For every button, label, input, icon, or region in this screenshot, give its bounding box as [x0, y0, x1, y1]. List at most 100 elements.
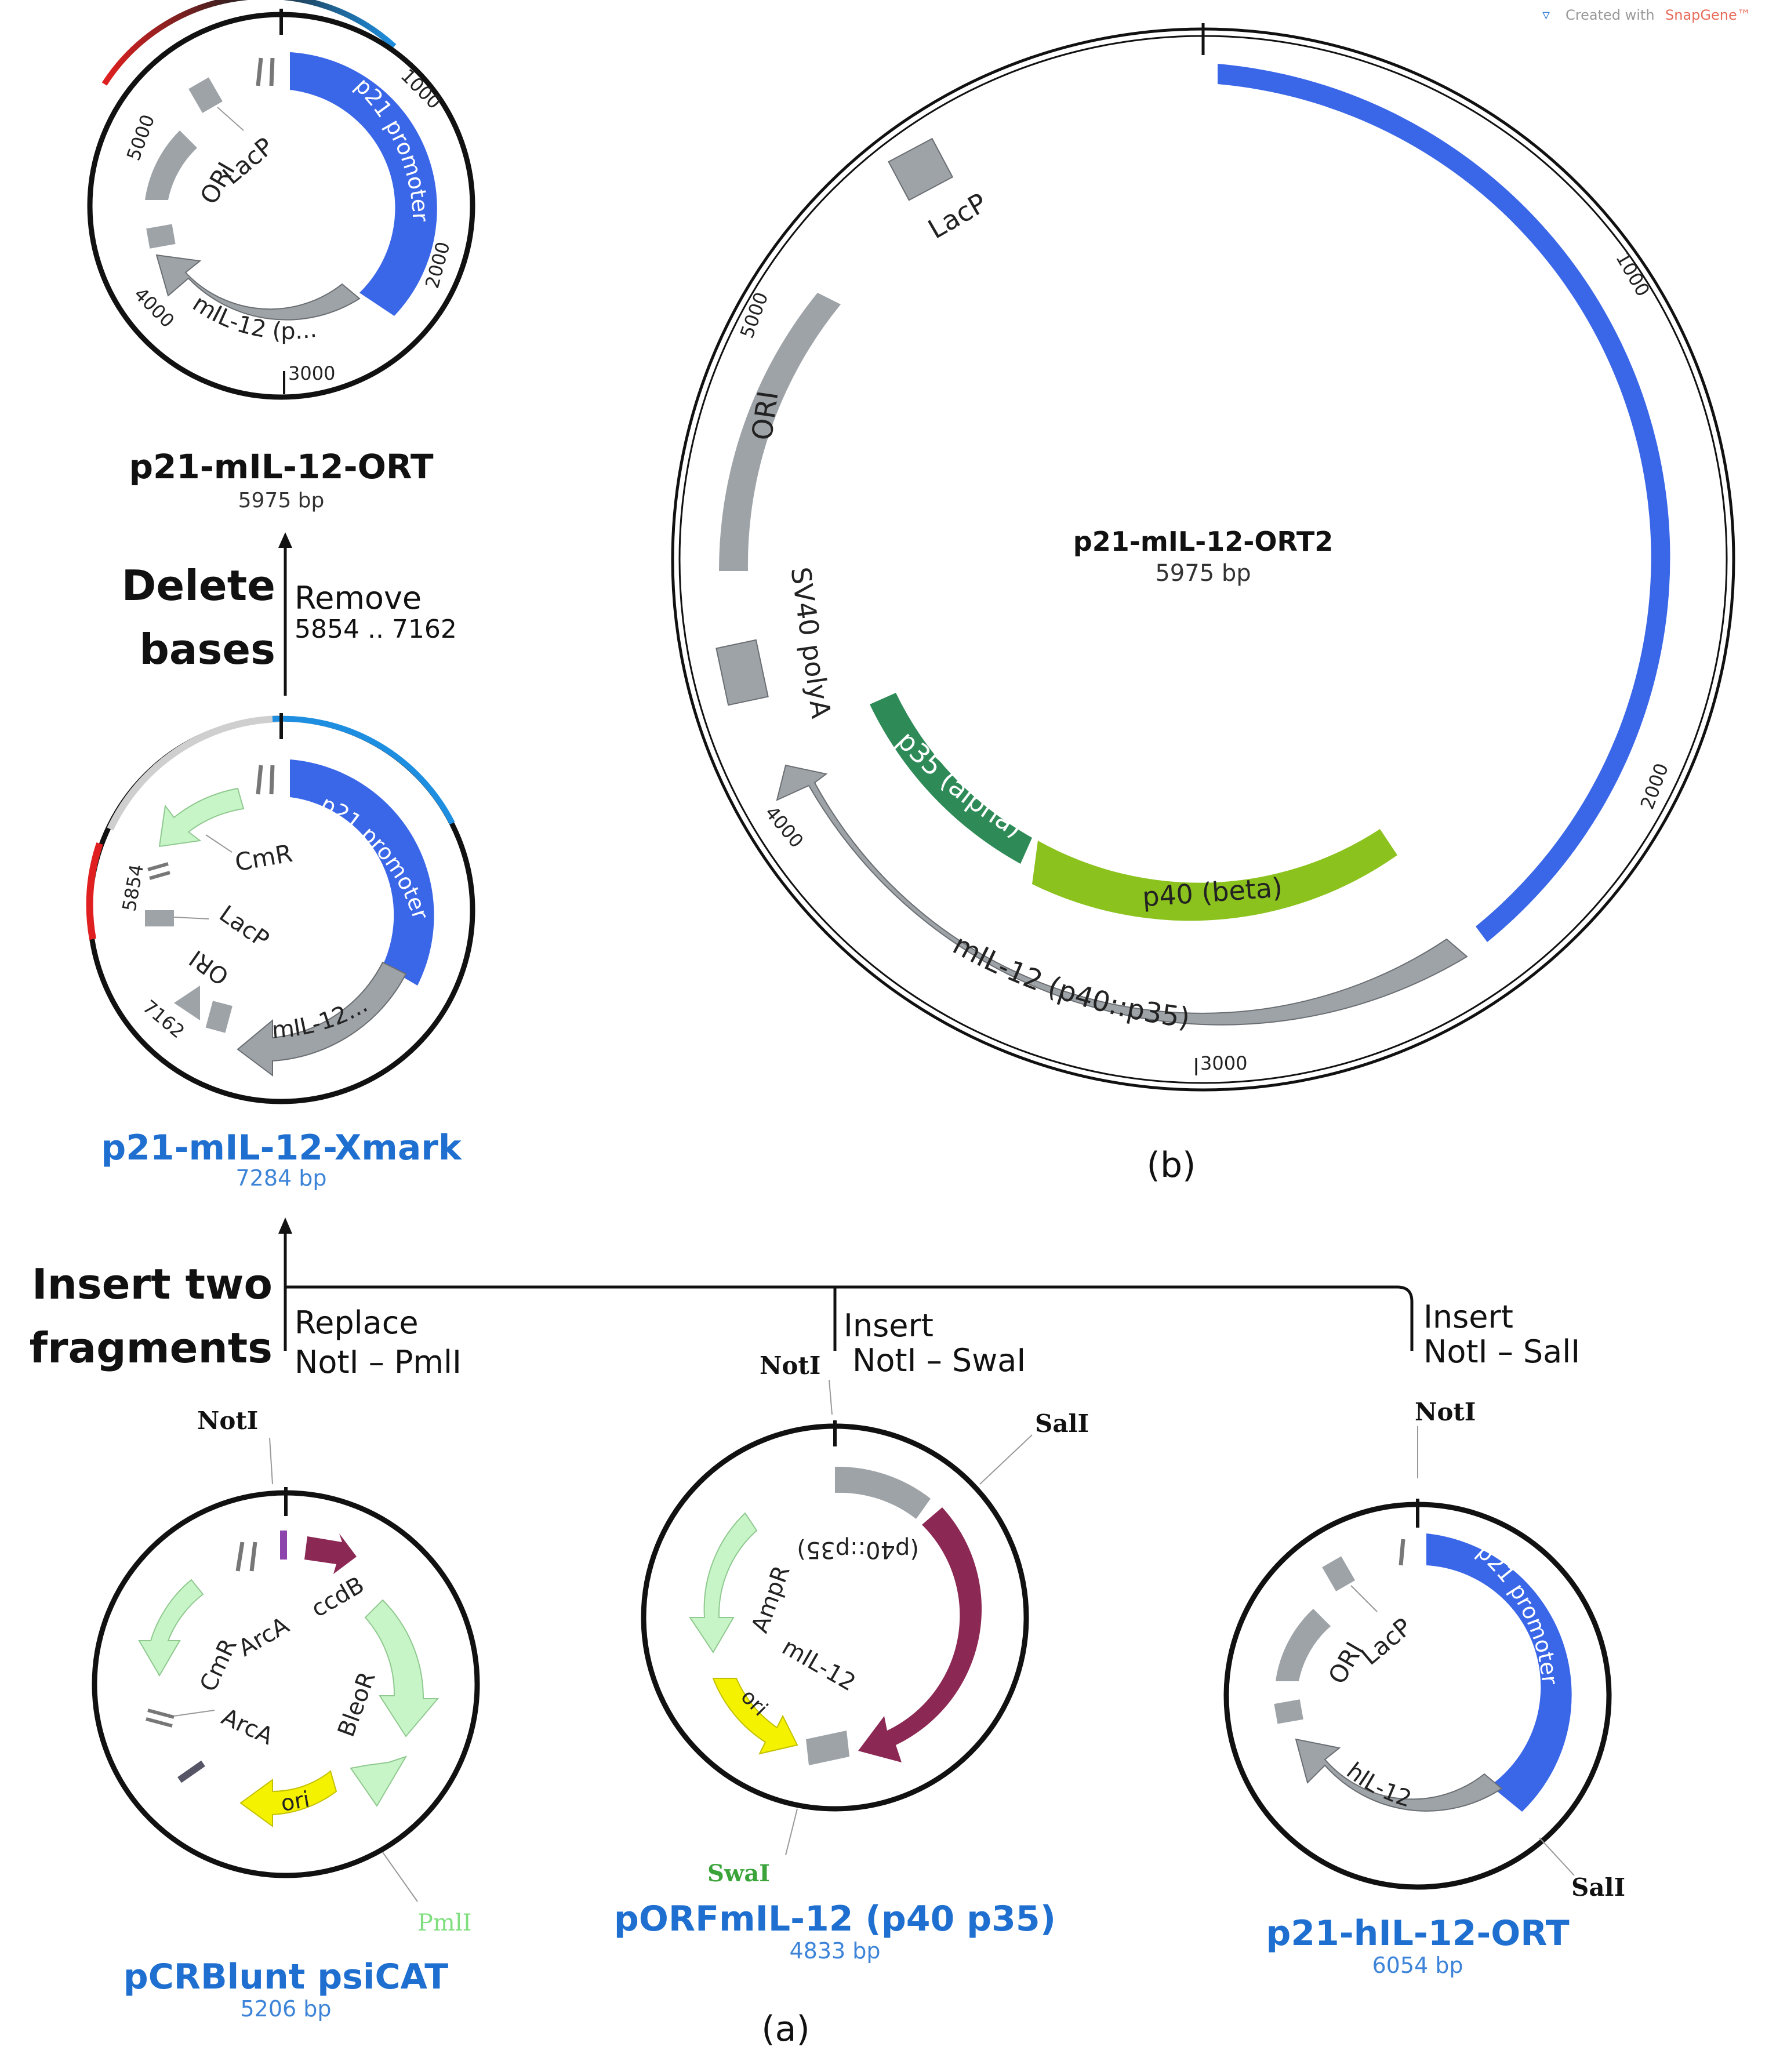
- xmark-cmr-leader: [205, 834, 233, 853]
- tick-1000: 1000: [1611, 248, 1654, 300]
- hil-lacp-label: LacP: [1356, 1612, 1417, 1670]
- panel-b-plasmid-name: p21-mIL-12-ORT2: [1073, 526, 1333, 557]
- delete-step-range: 5854 .. 7162: [295, 615, 457, 644]
- top-map-gradient-arc: [101, 0, 397, 86]
- pcr-mark-1: [235, 1542, 245, 1572]
- hil-ori: [1276, 1609, 1331, 1681]
- pcr-bleor-label: BleoR: [333, 1668, 381, 1740]
- top-map-ori: [145, 130, 197, 200]
- xmark-lacp-leader: [173, 917, 209, 919]
- porf-site-top-leader: [829, 1379, 833, 1415]
- hil-mark-1: [1399, 1539, 1405, 1566]
- delete-step-op: Remove: [295, 580, 422, 616]
- tick-3000: 3000: [1200, 1052, 1247, 1074]
- top-map-mark-1: [256, 57, 263, 86]
- porf-mil12-arrow: [858, 1507, 982, 1762]
- panel-b-plasmid-size: 5975 bp: [1155, 560, 1251, 587]
- backbone-inner-ring: [678, 35, 1728, 1084]
- p21-promoter-feature: [1218, 64, 1670, 942]
- porf-site-right: SalI: [1035, 1409, 1089, 1438]
- top-map-tick-5000: 5000: [122, 111, 159, 163]
- top-map-mark-2: [269, 57, 275, 86]
- branch-2-sites: NotI – SwaI: [852, 1342, 1026, 1379]
- pcr-mark-2: [249, 1542, 257, 1572]
- credit-icon: ▿: [1542, 6, 1550, 24]
- porf-site-bottom-leader: [785, 1808, 798, 1856]
- delete-step-title-1: Delete: [122, 561, 275, 610]
- credit-text: Created with: [1566, 7, 1655, 23]
- pcr-arca2-leader: [173, 1710, 215, 1717]
- xmark-blue-arc: [272, 715, 455, 825]
- hil-lacp-box: [1322, 1556, 1356, 1591]
- porf-ampr-label: AmpR: [747, 1562, 796, 1636]
- hil-site-top: NotI: [1415, 1398, 1476, 1426]
- pcr-size: 5206 bp: [240, 1996, 331, 2022]
- xmark-mil12: [237, 961, 407, 1077]
- hil-site-bottom-leader: [1539, 1837, 1575, 1876]
- xmark-cmr: [158, 787, 245, 848]
- snapgene-credit: ▿ Created with SnapGene™: [1542, 6, 1751, 24]
- pcr-ori-label: ori: [279, 1786, 311, 1816]
- pcr-green-arrow-1: [364, 1599, 440, 1737]
- top-map: p21 promoter LacP ORI mIL-12 (p... 1000 …: [87, 0, 475, 512]
- porf-site-top: NotI: [760, 1351, 820, 1380]
- delete-step-title-2: bases: [139, 625, 275, 674]
- xmark-lacp-label: LacP: [215, 900, 274, 953]
- porf-ampr: [689, 1512, 758, 1653]
- hil-size: 6054 bp: [1372, 1953, 1463, 1978]
- insert-arrow-head: [278, 1217, 292, 1234]
- hil-lacp-leader: [1350, 1585, 1378, 1612]
- pcr-ori: [239, 1770, 337, 1827]
- delete-step-arrow-head: [278, 532, 292, 548]
- pcr-map: NotI ccdB ArcA CmR BleoR ArcA ori PmlI p…: [92, 1406, 480, 2022]
- pcr-mark-4: [146, 1717, 173, 1728]
- p35-alpha-label: p35 (alpha): [891, 725, 1029, 844]
- top-map-promoter: [290, 52, 437, 316]
- top-map-name: p21-mIL-12-ORT: [129, 447, 433, 486]
- porf-ori: [712, 1678, 798, 1755]
- xmark-lacp-box: [145, 910, 174, 926]
- xmark-deleted-arc: [107, 715, 279, 831]
- porf-size: 4833 bp: [789, 1938, 880, 1964]
- tick-4000: 4000: [761, 802, 808, 852]
- pcr-ccdb: [304, 1533, 357, 1574]
- insert-step-title-1: Insert two: [32, 1260, 273, 1308]
- hil-hil12: [1295, 1738, 1503, 1812]
- top-map-lacp-box: [188, 77, 223, 113]
- hil-promoter-label: p21 promoter: [1472, 1539, 1563, 1686]
- pcr-ccdb-label: ccdB: [307, 1572, 369, 1623]
- branch-1-op: Replace: [295, 1304, 419, 1341]
- xmark-ori-triangle: [174, 986, 200, 1020]
- branch-2-op: Insert: [844, 1307, 934, 1344]
- lacp-label: LacP: [922, 187, 992, 245]
- hil-small-box: [1274, 1699, 1303, 1724]
- hil-name: p21-hIL-12-ORT: [1266, 1913, 1569, 1954]
- porf-site-right-leader: [979, 1434, 1033, 1485]
- porf-mil12-label-a: mIL-12: [778, 1634, 860, 1697]
- porf-map: NotI SalI mIL-12 (p40::p35) AmpR ori Swa…: [614, 1351, 1089, 1964]
- tick-2000: 2000: [1636, 760, 1673, 812]
- insert-step: Insert two fragments Replace NotI – PmlI…: [30, 1217, 1580, 1380]
- branch-3-sites: NotI – SalI: [1423, 1333, 1580, 1370]
- top-map-tick-3000: 3000: [288, 362, 335, 384]
- branch-3-op: Insert: [1423, 1299, 1513, 1335]
- xmark-mark-4: [149, 871, 170, 880]
- hil-hil12-label: hIL-12: [1342, 1758, 1415, 1813]
- p40-beta-feature: [1032, 829, 1397, 921]
- panel-a-caption: (a): [761, 2009, 810, 2049]
- porf-gray-bottom: [806, 1731, 849, 1765]
- pcr-purple-mark: [280, 1531, 287, 1560]
- xmark-cmr-label: CmR: [233, 839, 295, 877]
- mil-12-feature: [776, 764, 1468, 1026]
- xmark-map: p21 promoter CmR LacP ORI mIL-12... 5854…: [86, 713, 475, 1191]
- xmark-name: p21-mIL-12-Xmark: [101, 1128, 463, 1168]
- xmark-tick-5854: 5854: [118, 863, 148, 913]
- top-map-mil12: [155, 254, 361, 321]
- pcr-cmr: [138, 1579, 204, 1677]
- pcr-arca2-label: ArcA: [217, 1703, 278, 1750]
- hil-site-bottom: SalI: [1571, 1873, 1625, 1902]
- branch-connector: [285, 1285, 1414, 1351]
- insert-step-title-2: fragments: [30, 1324, 273, 1372]
- delete-step: Delete bases Remove 5854 .. 7162: [122, 532, 457, 696]
- pcr-name: pCRBlunt psiCAT: [124, 1957, 449, 1997]
